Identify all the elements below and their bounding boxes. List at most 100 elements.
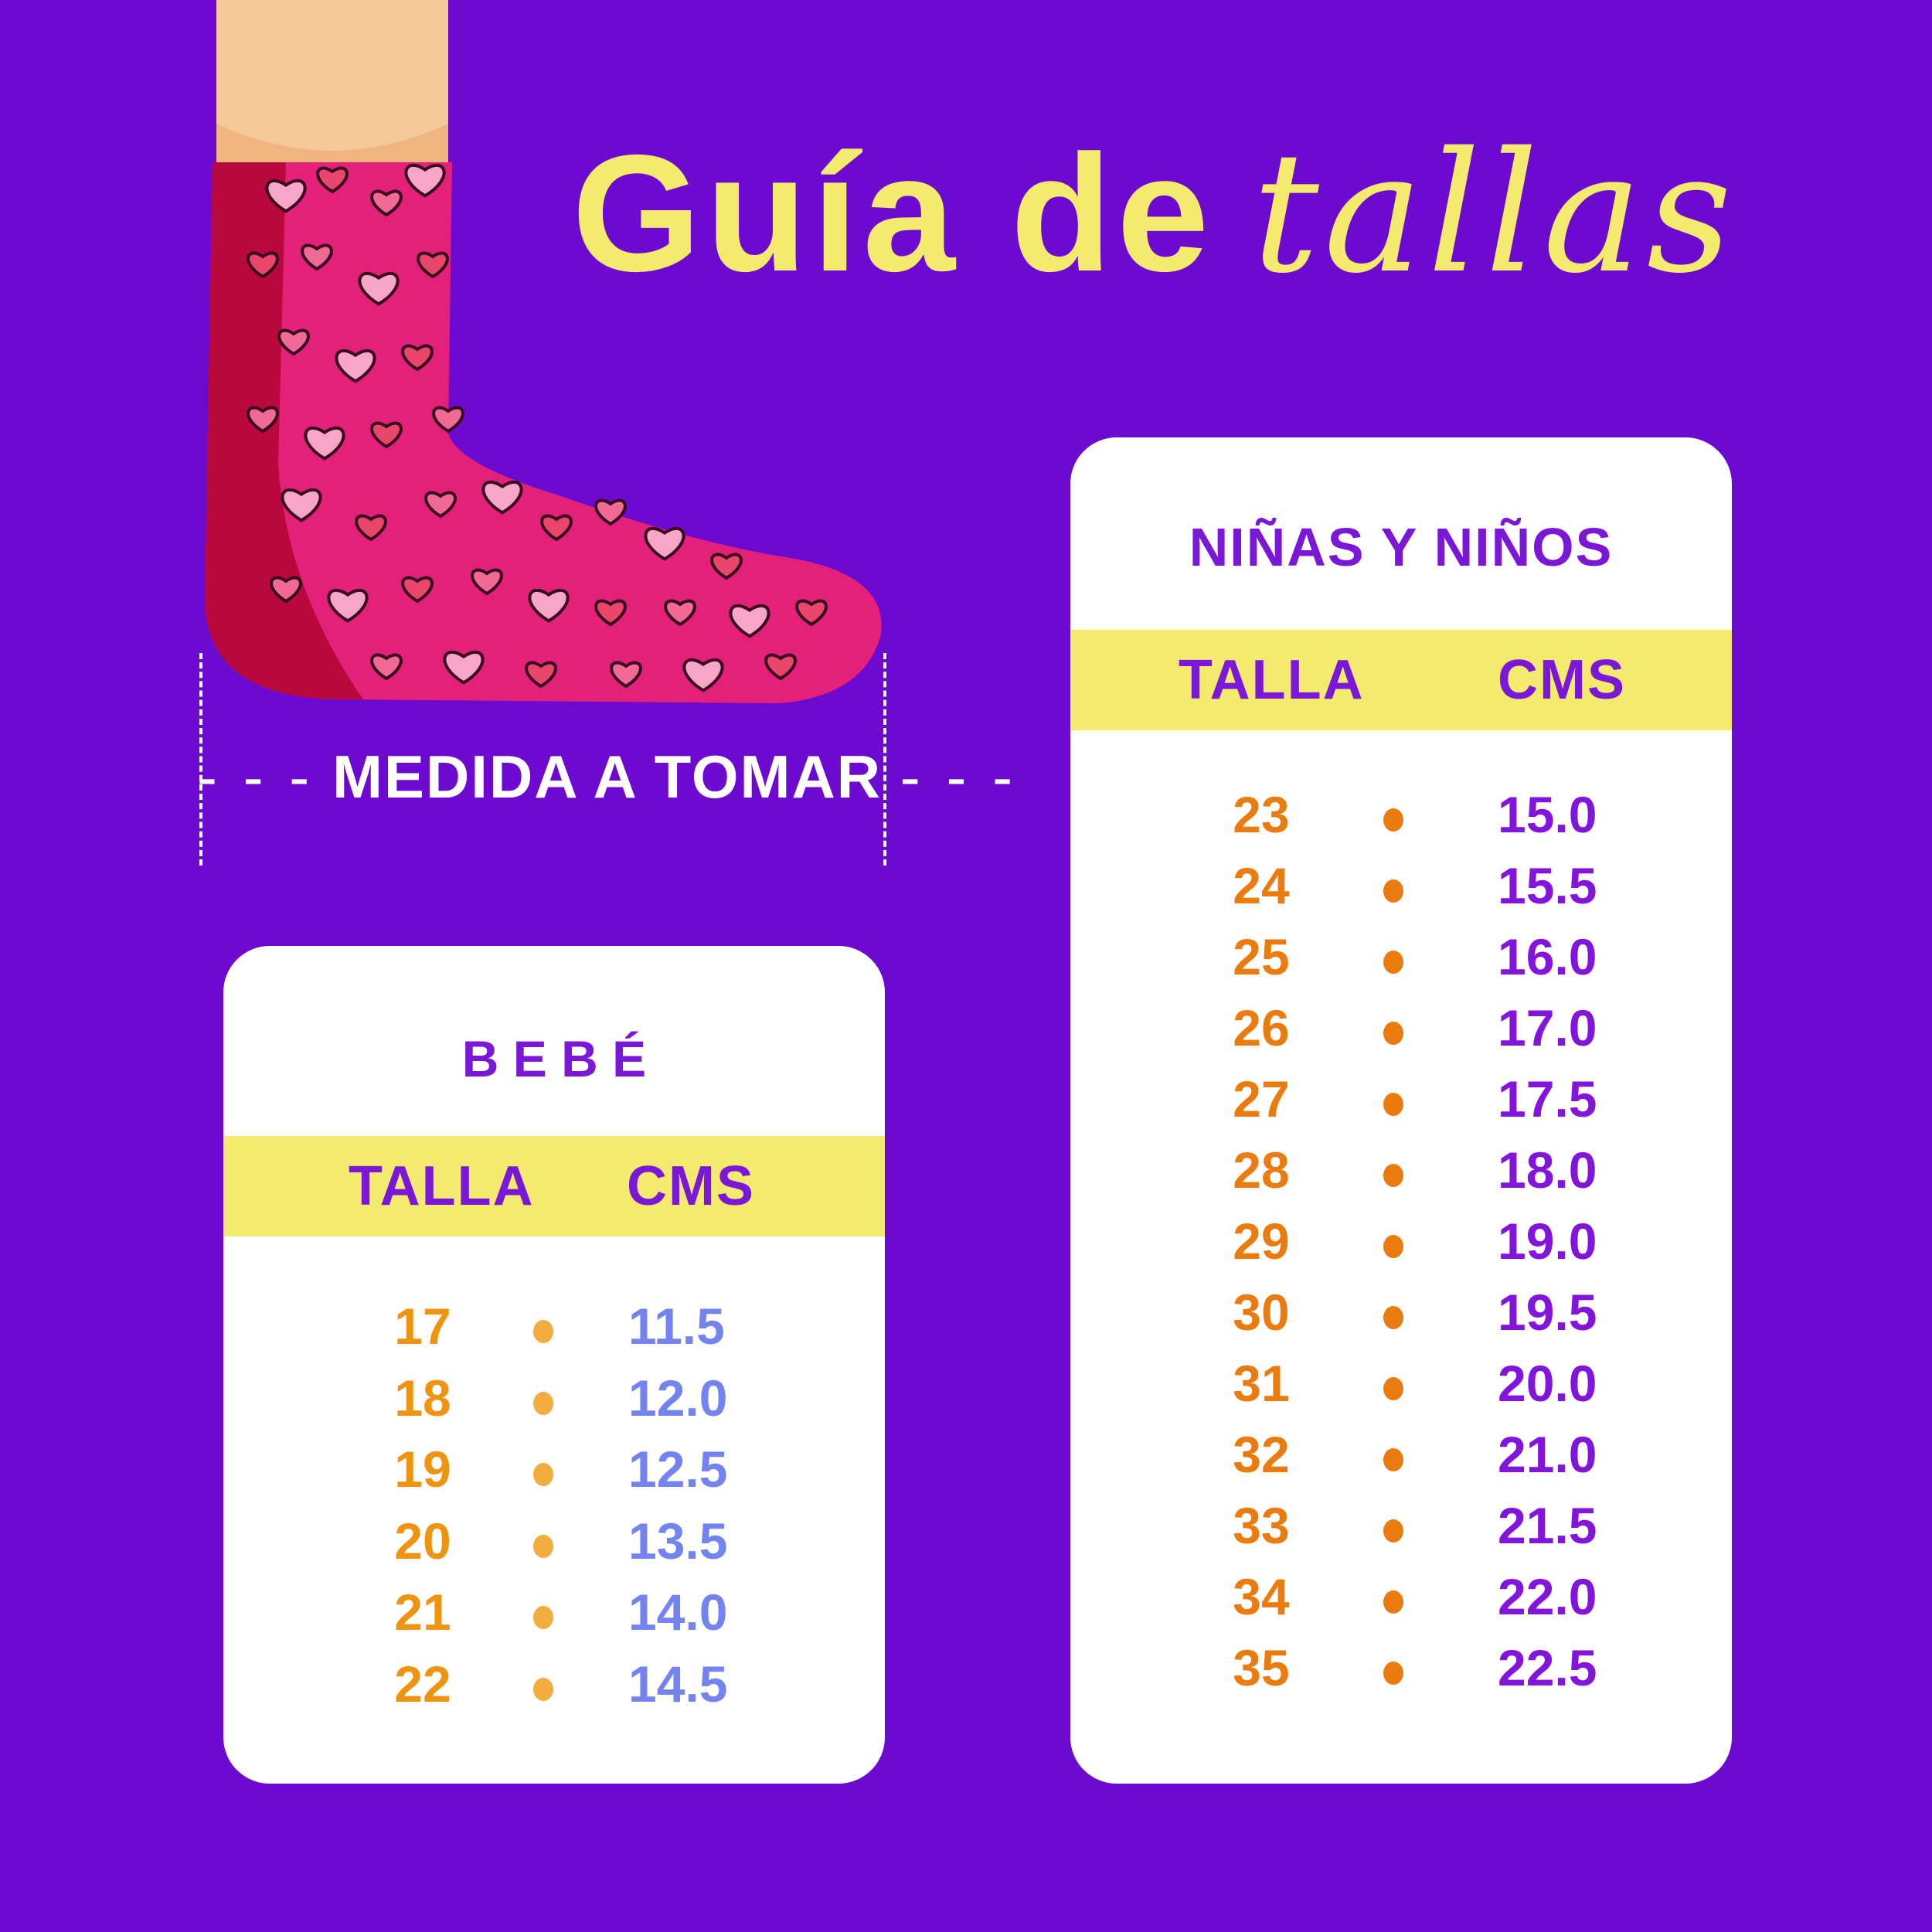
heart-icon — [664, 599, 696, 627]
bebe-header-talla: TALLA — [349, 1155, 535, 1217]
size-row: 17 11.5 — [223, 1297, 885, 1368]
talla-value: 17 — [394, 1298, 451, 1355]
cms-value: 19.5 — [1498, 1284, 1597, 1341]
heart-icon — [316, 166, 349, 194]
kids-title: NIÑAS Y NIÑOS — [1189, 517, 1614, 577]
heart-icon — [528, 589, 570, 623]
size-row: 18 12.0 — [223, 1369, 885, 1440]
talla-value: 20 — [394, 1512, 451, 1570]
bullet-dot-icon — [533, 1391, 553, 1415]
bullet-dot-icon — [1383, 1590, 1403, 1614]
bullet-dot-icon — [533, 1606, 553, 1629]
measure-label: - - - MEDIDA A TOMAR - - - — [197, 743, 1018, 811]
cms-value: 13.5 — [628, 1512, 728, 1570]
bullet-dot-icon — [1383, 1164, 1403, 1187]
size-row: 29 19.0 — [1070, 1212, 1732, 1283]
heart-icon — [710, 553, 743, 580]
heart-icon — [370, 189, 403, 217]
heart-icon — [358, 272, 400, 306]
size-row: 22 14.5 — [223, 1655, 885, 1726]
heart-icon — [481, 481, 523, 515]
sock-illustration — [205, 0, 882, 703]
talla-value: 26 — [1233, 999, 1290, 1056]
talla-value: 30 — [1233, 1284, 1290, 1341]
bebe-size-card: B E B É TALLA CMS 17 11.5 18 12.0 19 12.5 20 13… — [223, 946, 885, 1784]
kids-header-talla: TALLA — [1179, 649, 1365, 711]
cms-value: 14.5 — [628, 1655, 728, 1713]
talla-value: 35 — [1233, 1639, 1290, 1696]
heart-icon — [404, 164, 446, 198]
size-row: 30 19.5 — [1070, 1283, 1732, 1354]
cms-value: 19.0 — [1498, 1213, 1597, 1270]
kids-header-cms: CMS — [1498, 649, 1626, 711]
bebe-header-cms: CMS — [627, 1155, 755, 1217]
cms-value: 15.0 — [1498, 786, 1597, 843]
size-row: 28 18.0 — [1070, 1141, 1732, 1212]
kids-size-card: NIÑAS Y NIÑOS TALLA CMS 23 15.0 24 15.5 25 16… — [1070, 437, 1732, 1784]
bullet-dot-icon — [1383, 1377, 1403, 1400]
cms-value: 17.5 — [1498, 1070, 1597, 1128]
talla-value: 33 — [1233, 1497, 1290, 1554]
size-row: 34 22.0 — [1070, 1567, 1732, 1638]
talla-value: 31 — [1233, 1355, 1290, 1412]
cms-value: 12.5 — [628, 1440, 728, 1498]
heart-icon — [525, 661, 557, 689]
bullet-dot-icon — [533, 1320, 553, 1343]
heart-icon — [401, 576, 434, 604]
heart-icon — [594, 599, 627, 627]
title-part-1: Guía de — [572, 120, 1214, 306]
talla-value: 19 — [394, 1440, 451, 1498]
talla-value: 21 — [394, 1583, 451, 1641]
cms-value: 22.5 — [1498, 1639, 1597, 1696]
bullet-dot-icon — [533, 1534, 553, 1558]
heart-icon — [729, 604, 770, 638]
heart-icon — [327, 589, 369, 623]
bullet-dot-icon — [1383, 879, 1403, 903]
heart-icon — [301, 243, 333, 271]
heart-icon — [417, 251, 449, 279]
size-row: 21 14.0 — [223, 1583, 885, 1654]
talla-value: 22 — [394, 1655, 451, 1713]
heart-icon — [594, 498, 627, 526]
bullet-dot-icon — [1383, 808, 1403, 832]
talla-value: 23 — [1233, 786, 1290, 843]
size-row: 27 17.5 — [1070, 1070, 1732, 1141]
heart-icon — [247, 251, 279, 279]
heart-icon — [471, 568, 503, 596]
heart-icon — [644, 527, 685, 561]
cms-value: 18.0 — [1498, 1141, 1597, 1199]
bullet-dot-icon — [1383, 1519, 1403, 1543]
measure-right-line — [883, 653, 886, 866]
heart-icon — [370, 653, 403, 681]
cms-value: 11.5 — [628, 1298, 725, 1355]
size-row: 33 21.5 — [1070, 1496, 1732, 1567]
page-title: Guía de tallas — [572, 116, 1736, 310]
title-part-2: tallas — [1252, 116, 1737, 310]
heart-icon — [304, 427, 345, 461]
talla-value: 29 — [1233, 1213, 1290, 1270]
heart-icon — [265, 179, 307, 213]
bullet-dot-icon — [533, 1677, 553, 1701]
sock-heel-shade — [205, 162, 363, 699]
cms-value: 15.5 — [1498, 857, 1597, 914]
cms-value: 16.0 — [1498, 928, 1597, 985]
size-row: 24 15.5 — [1070, 856, 1732, 927]
talla-value: 27 — [1233, 1070, 1290, 1128]
talla-value: 24 — [1233, 857, 1290, 914]
size-row: 23 15.0 — [1070, 785, 1732, 856]
heart-icon — [270, 576, 302, 604]
bullet-dot-icon — [1383, 1093, 1403, 1116]
heart-icon — [401, 344, 434, 372]
cms-value: 14.0 — [628, 1583, 728, 1641]
measure-text: MEDIDA A TOMAR — [332, 743, 883, 811]
talla-value: 28 — [1233, 1141, 1290, 1199]
leg — [216, 0, 448, 162]
leg-shadow — [216, 124, 448, 170]
measure-left-line — [199, 653, 202, 866]
talla-value: 32 — [1233, 1426, 1290, 1483]
hearts-pattern — [247, 164, 828, 692]
cms-value: 17.0 — [1498, 999, 1597, 1056]
cms-value: 12.0 — [628, 1369, 728, 1427]
heart-icon — [277, 328, 310, 356]
heart-icon — [432, 406, 464, 434]
